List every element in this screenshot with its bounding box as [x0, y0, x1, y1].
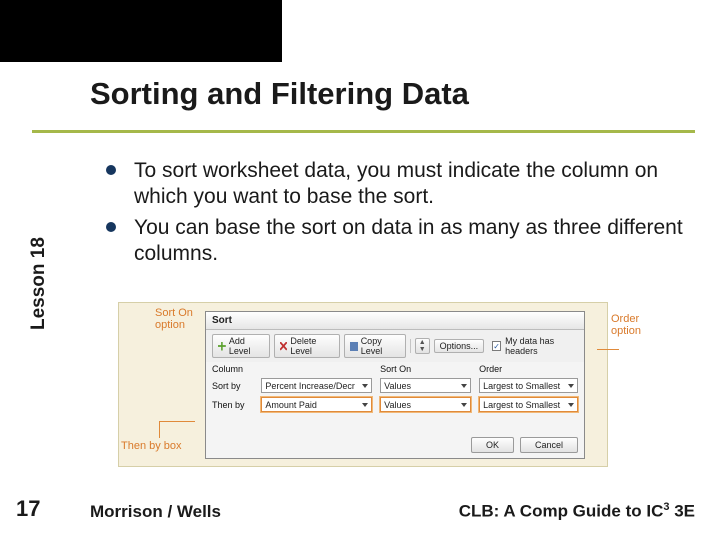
slide-title: Sorting and Filtering Data [90, 76, 690, 112]
options-button[interactable]: Options... [434, 339, 485, 353]
copy-level-button[interactable]: Copy Level [344, 334, 406, 358]
header-column: Column [212, 364, 261, 374]
chevron-down-icon [362, 403, 368, 407]
callout-arrow [597, 349, 619, 350]
bullet-list: To sort worksheet data, you must indicat… [106, 158, 690, 271]
move-up-down-buttons[interactable]: ▲▼ [415, 338, 430, 354]
title-underline [32, 130, 695, 133]
checkbox-icon: ✓ [492, 341, 501, 351]
button-label: Delete Level [290, 336, 334, 356]
headers-checkbox[interactable]: ✓ My data has headers [492, 336, 578, 356]
button-label: Add Level [229, 336, 264, 356]
chevron-down-icon [461, 403, 467, 407]
button-label: Copy Level [361, 336, 400, 356]
bullet-item: To sort worksheet data, you must indicat… [106, 158, 690, 211]
column-dropdown[interactable]: Amount Paid [261, 397, 372, 412]
row-label: Then by [212, 400, 261, 410]
dropdown-value: Values [384, 400, 411, 410]
slide-title-area: Sorting and Filtering Data [90, 76, 690, 112]
dialog-grid-header: Column Sort On Order [206, 362, 584, 376]
bullet-icon [106, 222, 116, 232]
order-dropdown[interactable]: Largest to Smallest [479, 397, 578, 412]
toolbar-separator [410, 339, 411, 353]
callout-then-by: Then by box [121, 440, 182, 452]
footer-text: 3E [669, 502, 695, 521]
chevron-down-icon [461, 384, 467, 388]
callout-arrow [159, 422, 160, 438]
sorton-dropdown[interactable]: Values [380, 397, 471, 412]
sorton-dropdown[interactable]: Values [380, 378, 471, 393]
bullet-text: To sort worksheet data, you must indicat… [134, 158, 690, 211]
chevron-down-icon [362, 384, 368, 388]
bullet-item: You can base the sort on data in as many… [106, 215, 690, 268]
sort-row: Then by Amount Paid Values Largest to Sm… [206, 395, 584, 414]
chevron-down-icon [568, 403, 574, 407]
x-icon [280, 342, 288, 351]
dropdown-value: Amount Paid [265, 400, 317, 410]
delete-level-button[interactable]: Delete Level [274, 334, 340, 358]
footer-text: CLB: A Comp Guide to IC [459, 502, 664, 521]
callout-sort-on: Sort On option [155, 307, 193, 331]
dropdown-value: Percent Increase/Decr [265, 381, 355, 391]
dialog-title: Sort [206, 312, 584, 330]
chevron-up-icon: ▲ [416, 339, 429, 346]
callout-order: Order option [611, 313, 661, 337]
column-dropdown[interactable]: Percent Increase/Decr [261, 378, 372, 393]
bullet-text: You can base the sort on data in as many… [134, 215, 690, 268]
header-order: Order [479, 364, 578, 374]
plus-icon [218, 342, 226, 351]
dropdown-value: Largest to Smallest [483, 381, 560, 391]
copy-icon [350, 342, 358, 351]
checkbox-label: My data has headers [505, 336, 578, 356]
dialog-toolbar: Add Level Delete Level Copy Level ▲▼ Opt… [206, 330, 584, 362]
add-level-button[interactable]: Add Level [212, 334, 270, 358]
page-number: 17 [16, 496, 40, 522]
button-label: Options... [440, 341, 479, 351]
corner-black-box [0, 0, 282, 62]
callout-arrow [159, 421, 195, 422]
sort-dialog: Sort Add Level Delete Level Copy Level ▲… [205, 311, 585, 459]
chevron-down-icon [568, 384, 574, 388]
footer-authors: Morrison / Wells [90, 502, 221, 522]
sort-row: Sort by Percent Increase/Decr Values Lar… [206, 376, 584, 395]
order-dropdown[interactable]: Largest to Smallest [479, 378, 578, 393]
dialog-footer: OK Cancel [471, 437, 578, 453]
cancel-button[interactable]: Cancel [520, 437, 578, 453]
screenshot-panel: Sort On option Order option Then by box … [118, 302, 608, 467]
header-sorton: Sort On [380, 364, 479, 374]
footer-book-title: CLB: A Comp Guide to IC3 3E [459, 501, 695, 522]
lesson-sidebar-label: Lesson 18 [28, 237, 50, 330]
dropdown-value: Largest to Smallest [483, 400, 560, 410]
ok-button[interactable]: OK [471, 437, 514, 453]
dropdown-value: Values [384, 381, 411, 391]
bullet-icon [106, 165, 116, 175]
chevron-down-icon: ▼ [416, 346, 429, 353]
row-label: Sort by [212, 381, 261, 391]
